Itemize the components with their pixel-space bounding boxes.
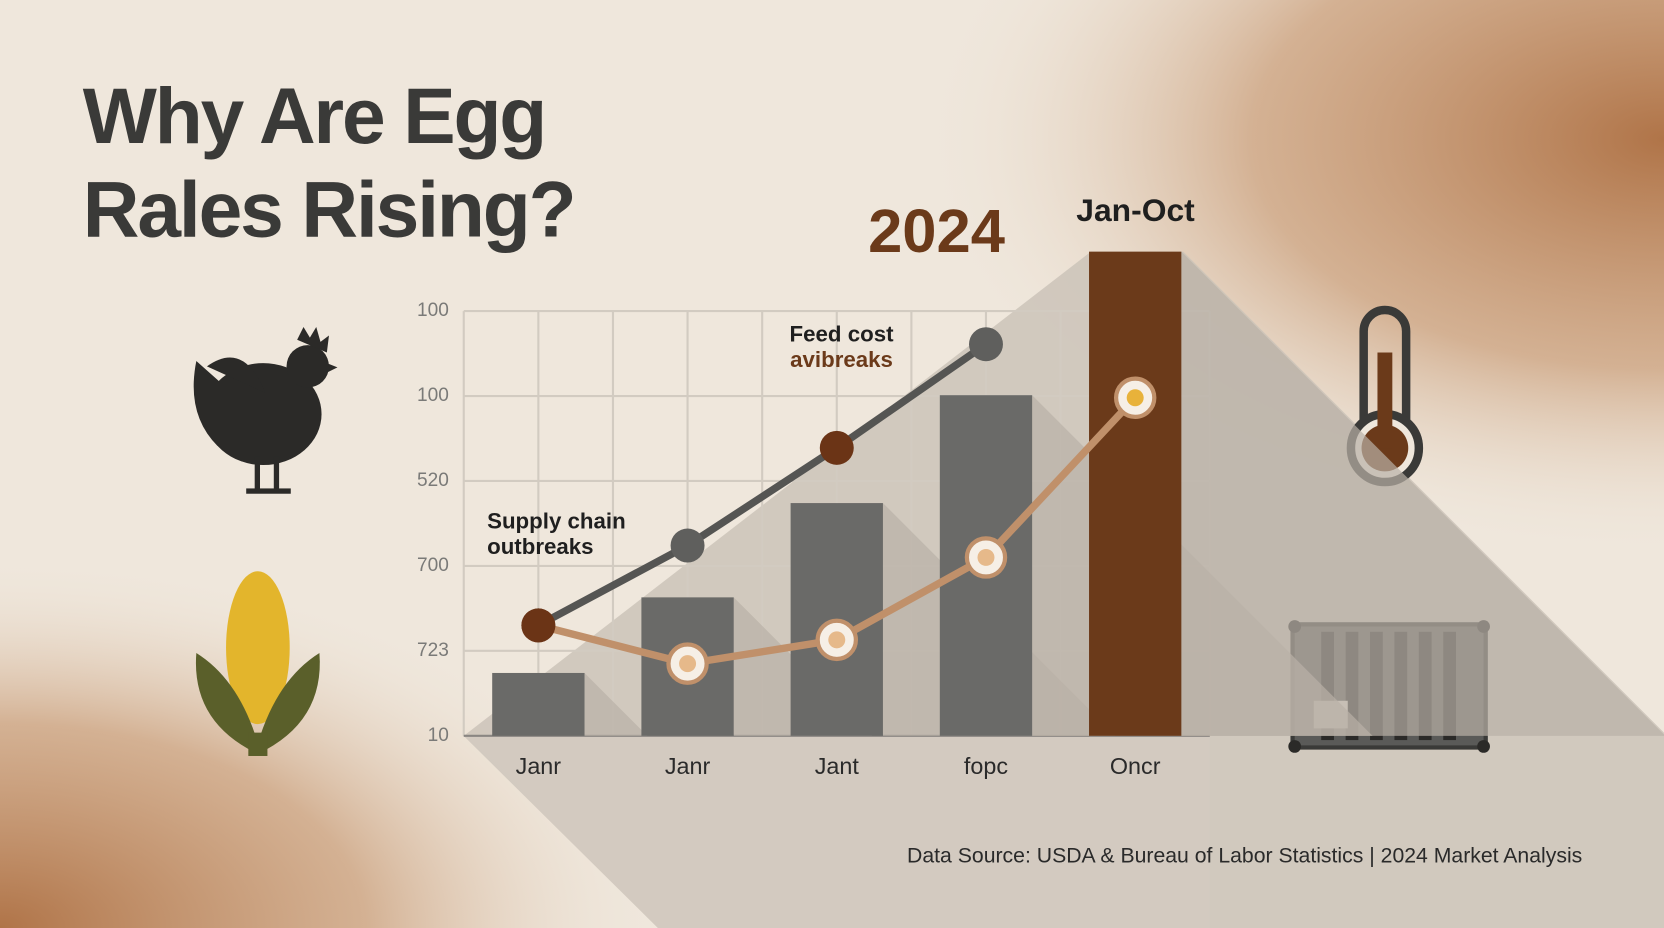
x-tick-label: Janr bbox=[516, 753, 562, 779]
marker bbox=[670, 528, 705, 563]
marker-core bbox=[679, 655, 697, 673]
y-tick-label: 700 bbox=[417, 555, 449, 576]
annotation: Feed cost bbox=[790, 321, 895, 346]
source: Data Source: USDA & Bureau of Labor Stat… bbox=[907, 844, 1582, 867]
marker-core bbox=[977, 548, 995, 566]
bar bbox=[1089, 251, 1182, 736]
x-tick-label: Jant bbox=[815, 753, 860, 779]
x-tick-label: fopc bbox=[964, 753, 1008, 779]
annotation: avibreaks bbox=[790, 347, 893, 372]
period-label: Jan-Oct bbox=[1076, 192, 1195, 228]
annotation: outbreaks bbox=[487, 534, 593, 559]
title: Why Are Egg bbox=[83, 72, 545, 160]
corn-icon bbox=[195, 571, 320, 756]
marker bbox=[819, 430, 854, 465]
year-label: 2024 bbox=[868, 197, 1005, 266]
marker-core bbox=[1126, 389, 1144, 407]
x-tick-label: Janr bbox=[665, 753, 711, 779]
y-tick-label: 10 bbox=[428, 725, 449, 746]
y-tick-label: 520 bbox=[417, 470, 449, 491]
title: Rales Rising? bbox=[83, 165, 575, 253]
chicken-icon bbox=[193, 327, 338, 494]
line bbox=[534, 340, 990, 630]
marker bbox=[521, 608, 556, 643]
y-tick-label: 100 bbox=[417, 300, 449, 321]
long-shadow bbox=[463, 735, 1210, 928]
bar bbox=[492, 672, 585, 736]
x-tick-label: Oncr bbox=[1110, 753, 1161, 779]
bar-shadow bbox=[584, 672, 648, 736]
marker bbox=[969, 327, 1003, 362]
annotation: Supply chain bbox=[487, 508, 626, 533]
y-tick-label: 723 bbox=[417, 640, 449, 661]
y-tick-label: 100 bbox=[417, 385, 449, 406]
marker-core bbox=[828, 631, 846, 649]
bar-shadow bbox=[1181, 251, 1664, 736]
